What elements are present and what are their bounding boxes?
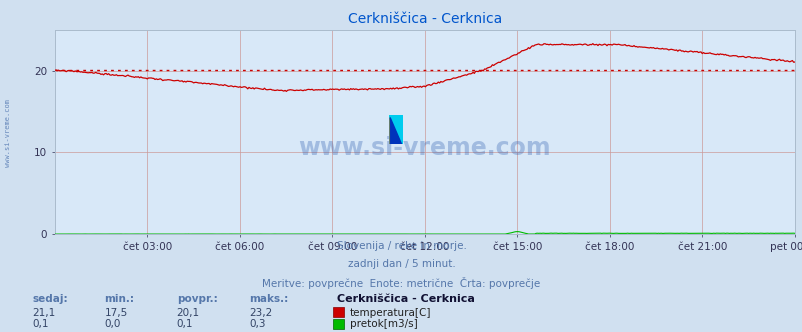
Polygon shape xyxy=(388,115,403,144)
Text: www.si-vreme.com: www.si-vreme.com xyxy=(298,136,550,160)
Text: 0,3: 0,3 xyxy=(249,319,265,329)
Text: 21,1: 21,1 xyxy=(32,308,55,318)
Text: 0,0: 0,0 xyxy=(104,319,120,329)
Text: temperatura[C]: temperatura[C] xyxy=(350,308,431,318)
Text: zadnji dan / 5 minut.: zadnji dan / 5 minut. xyxy=(347,259,455,269)
Text: 0,1: 0,1 xyxy=(32,319,49,329)
Text: maks.:: maks.: xyxy=(249,294,288,304)
Text: povpr.:: povpr.: xyxy=(176,294,217,304)
Text: Meritve: povprečne  Enote: metrične  Črta: povprečje: Meritve: povprečne Enote: metrične Črta:… xyxy=(262,277,540,289)
Text: Cerkniščica - Cerknica: Cerkniščica - Cerknica xyxy=(337,294,475,304)
Text: sedaj:: sedaj: xyxy=(32,294,67,304)
Polygon shape xyxy=(390,118,401,144)
Text: www.si-vreme.com: www.si-vreme.com xyxy=(5,99,11,167)
Polygon shape xyxy=(388,115,395,144)
Text: pretok[m3/s]: pretok[m3/s] xyxy=(350,319,417,329)
Text: 17,5: 17,5 xyxy=(104,308,128,318)
Text: min.:: min.: xyxy=(104,294,134,304)
Text: Slovenija / reke in morje.: Slovenija / reke in morje. xyxy=(336,241,466,251)
Text: 0,1: 0,1 xyxy=(176,319,193,329)
Text: 23,2: 23,2 xyxy=(249,308,272,318)
Title: Cerkniščica - Cerknica: Cerkniščica - Cerknica xyxy=(347,12,501,26)
Text: 20,1: 20,1 xyxy=(176,308,200,318)
